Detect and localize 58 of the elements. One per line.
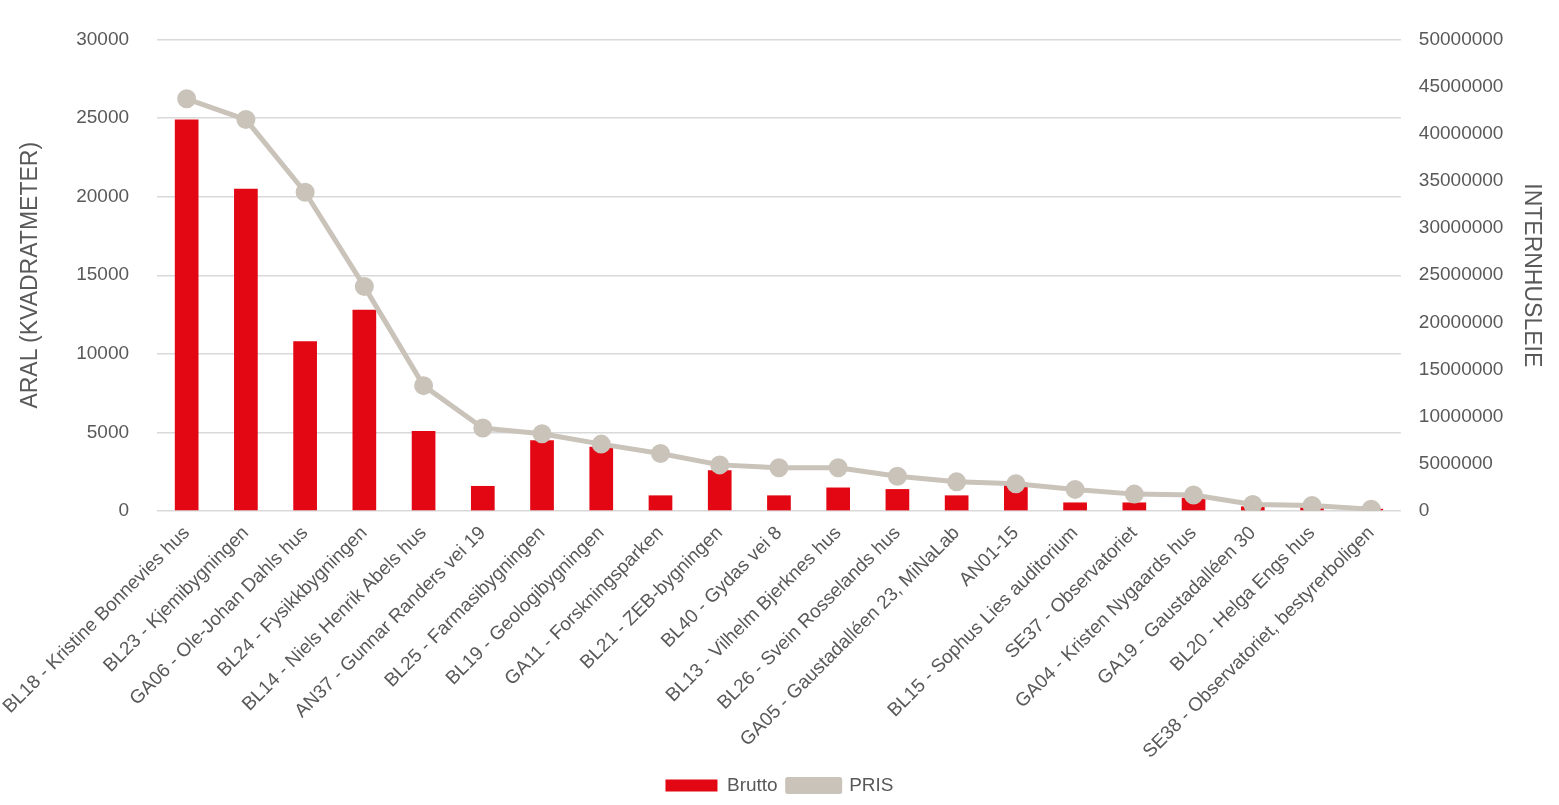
y-tick-label: 15000 bbox=[76, 263, 130, 285]
point bbox=[651, 444, 670, 464]
y2-tick-label: 30000000 bbox=[1418, 216, 1504, 238]
y2-tick-label: 35000000 bbox=[1418, 169, 1504, 191]
y-tick-label: 10000 bbox=[76, 342, 130, 364]
point bbox=[177, 89, 197, 109]
y2-tick-label: 20000000 bbox=[1418, 310, 1504, 332]
y-axis-title: ARAL (KVADRATMETER) bbox=[15, 141, 42, 409]
y-tick-label: 30000 bbox=[76, 27, 130, 49]
bar bbox=[707, 470, 732, 511]
bar bbox=[944, 495, 969, 511]
bar bbox=[293, 341, 317, 511]
legend-label: PRIS bbox=[849, 773, 894, 795]
point bbox=[828, 458, 848, 478]
bar bbox=[648, 495, 673, 511]
point bbox=[1243, 495, 1263, 512]
y2-tick-label: 25000000 bbox=[1418, 263, 1504, 285]
y-tick-label: 5000 bbox=[86, 420, 130, 442]
point bbox=[532, 424, 552, 444]
bar bbox=[1063, 502, 1087, 511]
point bbox=[947, 472, 967, 492]
y2-axis-title: INTERNHUSLEIE bbox=[1519, 183, 1546, 368]
point bbox=[354, 277, 374, 297]
point bbox=[236, 110, 256, 130]
bar bbox=[352, 309, 377, 511]
point bbox=[1124, 484, 1144, 504]
point bbox=[295, 182, 315, 202]
bar bbox=[470, 485, 495, 511]
point bbox=[710, 455, 730, 475]
point bbox=[473, 418, 493, 438]
bar bbox=[589, 446, 614, 511]
point bbox=[591, 434, 611, 454]
y2-tick-label: 50000000 bbox=[1418, 27, 1504, 49]
y2-tick-label: 10000000 bbox=[1418, 405, 1504, 426]
y2-tick-label: 5000000 bbox=[1418, 452, 1493, 474]
bar bbox=[174, 119, 199, 511]
bar bbox=[826, 487, 851, 511]
bar bbox=[530, 440, 554, 511]
y2-tick-label: 15000000 bbox=[1418, 357, 1504, 379]
point bbox=[1006, 474, 1026, 494]
point bbox=[414, 376, 434, 396]
y2-tick-label: 0 bbox=[1418, 499, 1430, 521]
point bbox=[769, 458, 789, 478]
legend-label: Brutto bbox=[726, 773, 778, 795]
point bbox=[1184, 485, 1204, 505]
bar bbox=[767, 495, 791, 511]
bar bbox=[885, 489, 910, 511]
y-tick-label: 0 bbox=[118, 499, 130, 521]
y-tick-label: 25000 bbox=[76, 106, 130, 128]
bar bbox=[1122, 502, 1147, 511]
y2-tick-label: 45000000 bbox=[1418, 74, 1504, 96]
bar bbox=[411, 430, 436, 511]
point bbox=[1302, 495, 1322, 512]
point bbox=[1065, 479, 1085, 499]
y-tick-label: 20000 bbox=[76, 184, 130, 206]
y2-tick-label: 40000000 bbox=[1418, 121, 1504, 143]
bar bbox=[234, 188, 258, 511]
point bbox=[887, 466, 907, 486]
